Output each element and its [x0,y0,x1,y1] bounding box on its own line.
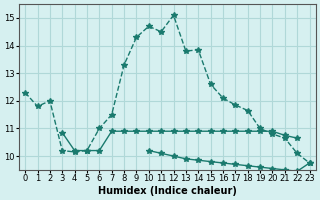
X-axis label: Humidex (Indice chaleur): Humidex (Indice chaleur) [98,186,237,196]
